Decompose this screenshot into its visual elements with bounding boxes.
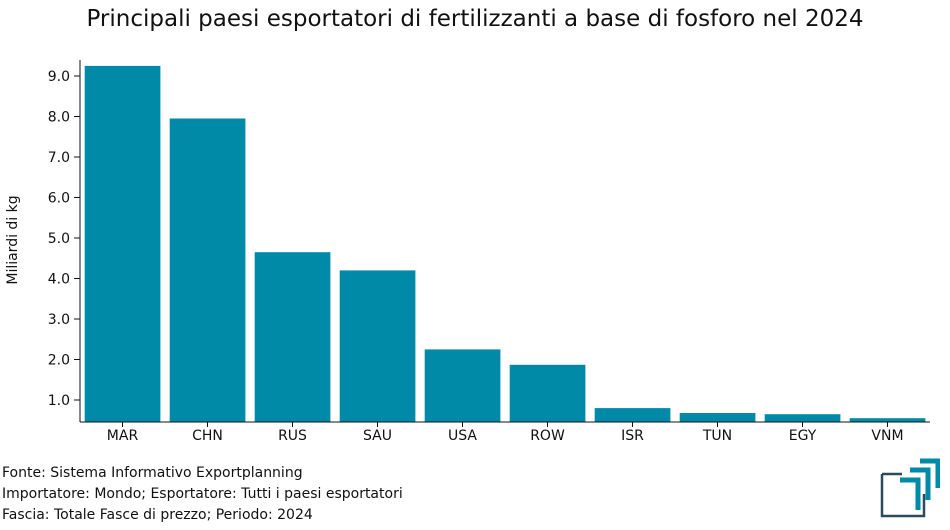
x-tick-label: TUN [702, 428, 732, 444]
y-axis-label: Miliardi di kg [5, 195, 21, 284]
bar-mar [84, 65, 161, 423]
y-tick-label: 1.0 [48, 393, 70, 409]
x-tick-label: EGY [789, 428, 817, 444]
bar-chart: 1.0 2.0 3.0 4.0 5.0 6.0 7.0 8.0 9.0 MAR CHN RUS SAU… [5, 60, 930, 444]
bar-isr [594, 408, 671, 422]
y-axis: 1.0 2.0 3.0 4.0 5.0 6.0 7.0 8.0 9.0 [48, 60, 81, 422]
y-tick-label: 2.0 [48, 353, 70, 369]
x-tick-label: USA [448, 428, 477, 444]
x-tick-label: SAU [363, 428, 392, 444]
bar-chn [169, 118, 246, 422]
footer-period: Fascia: Totale Fasce di prezzo; Periodo:… [2, 507, 313, 523]
x-axis: MAR CHN RUS SAU USA ROW ISR TUN EGY VNM [80, 421, 930, 444]
bar-tun [679, 413, 756, 422]
bar-sau [339, 270, 416, 422]
chart-title: Principali paesi esportatori di fertiliz… [86, 6, 864, 32]
bar-row [509, 364, 586, 422]
x-tick-label: MAR [107, 428, 139, 444]
exportplanning-logo-icon [880, 458, 940, 518]
x-tick-label: VNM [871, 428, 903, 444]
bar-egy [764, 414, 841, 422]
x-tick-label: CHN [192, 428, 223, 444]
y-tick-label: 8.0 [48, 110, 70, 126]
x-tick-label: ROW [530, 428, 565, 444]
bar-vnm [849, 418, 926, 422]
x-tick-label: RUS [278, 428, 307, 444]
footer-source: Fonte: Sistema Informativo Exportplannin… [2, 465, 303, 481]
y-tick-label: 4.0 [48, 272, 70, 288]
bar-rus [254, 252, 331, 422]
x-tick-label: ISR [621, 428, 644, 444]
y-tick-label: 6.0 [48, 191, 70, 207]
footer-filter: Importatore: Mondo; Esportatore: Tutti i… [2, 486, 403, 502]
bar-usa [424, 349, 501, 422]
bars-group [84, 65, 926, 423]
y-tick-label: 9.0 [48, 69, 70, 85]
y-tick-label: 3.0 [48, 312, 70, 328]
y-tick-label: 5.0 [48, 231, 70, 247]
y-tick-label: 7.0 [48, 150, 70, 166]
